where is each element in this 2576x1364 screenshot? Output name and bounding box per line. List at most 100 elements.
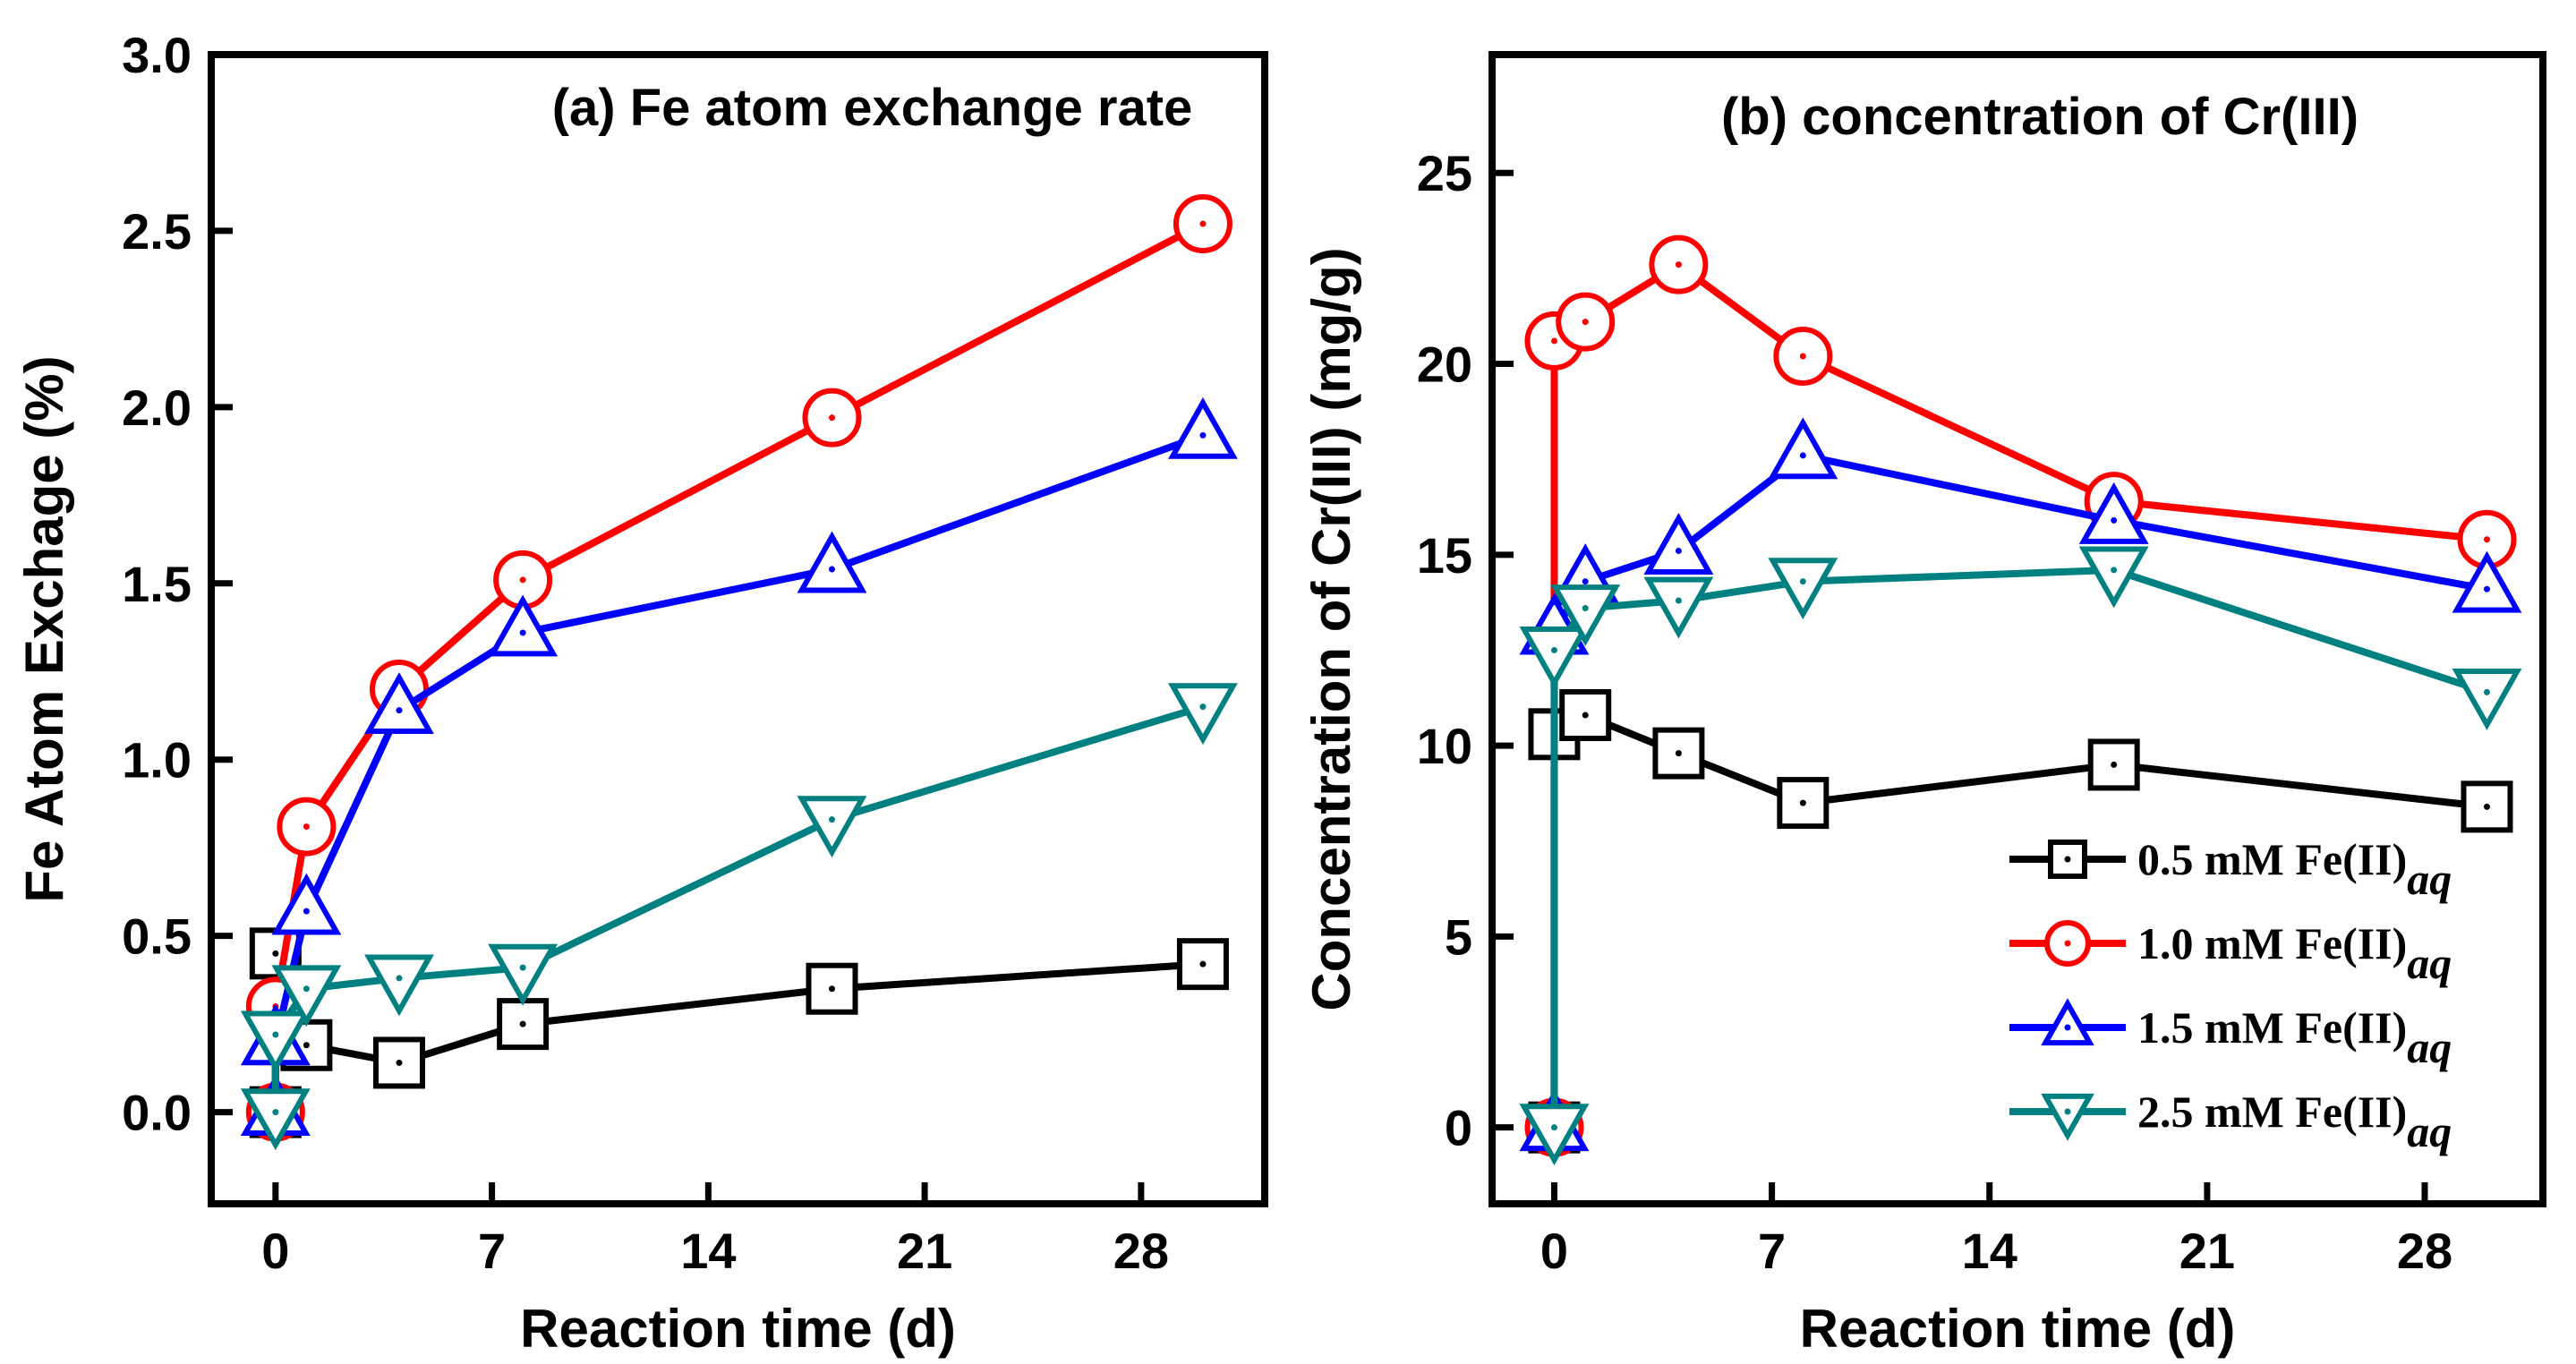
data-point-center-dot	[519, 629, 526, 636]
plot-frame	[1488, 51, 2546, 1207]
data-point-center-dot	[1550, 646, 1557, 653]
data-point-center-dot	[272, 1031, 279, 1038]
x-tick-label: 14	[1962, 1223, 2017, 1279]
data-point	[1519, 627, 1590, 688]
y-tick-label: 25	[1417, 145, 1472, 201]
data-point-center-dot	[1675, 261, 1682, 269]
y-axis-label: Fe Atom Exchage (%)	[14, 355, 74, 902]
x-tick-label: 28	[2397, 1223, 2452, 1279]
legend-label-subscript: aq	[2407, 1106, 2452, 1156]
data-point	[797, 796, 867, 858]
x-tick-label: 0	[261, 1223, 289, 1279]
data-point-center-dot	[828, 816, 835, 823]
y-tick-label: 5	[1445, 908, 1472, 965]
data-point-center-dot	[1582, 712, 1589, 719]
x-axis-label: Reaction time (d)	[1800, 1299, 2236, 1359]
data-point-center-dot	[519, 576, 526, 584]
legend-marker	[2041, 998, 2094, 1046]
data-point-center-dot	[1550, 1124, 1557, 1131]
legend-label-main: 2.5 mM Fe(II)	[2137, 1087, 2407, 1137]
legend: 0.5 mM Fe(II)aq1.0 mM Fe(II)aq1.5 mM Fe(…	[2009, 834, 2452, 1156]
data-point	[1519, 1104, 1590, 1166]
y-tick-label: 10	[1417, 718, 1472, 774]
data-point-center-dot	[2483, 688, 2490, 695]
legend-label-subscript: aq	[2407, 854, 2452, 904]
legend-marker-center-dot	[2064, 1024, 2071, 1031]
data-point	[1167, 683, 1238, 746]
data-point-center-dot	[828, 566, 835, 573]
data-point-center-dot	[1799, 799, 1806, 806]
data-point-center-dot	[396, 1059, 403, 1066]
series-3	[240, 396, 1238, 1136]
data-point-center-dot	[1799, 452, 1806, 459]
legend-label: 1.0 mM Fe(II)aq	[2137, 918, 2452, 988]
data-point	[1167, 396, 1238, 459]
data-point-center-dot	[1582, 578, 1589, 585]
data-point-center-dot	[2483, 536, 2490, 543]
y-tick-label: 0.0	[122, 1085, 192, 1141]
y-axis-label: Concentration of Cr(III) (mg/g)	[1301, 247, 1361, 1010]
y-tick-label: 2.5	[122, 203, 192, 260]
legend-label-main: 1.0 mM Fe(II)	[2137, 918, 2407, 968]
data-point-center-dot	[1799, 353, 1806, 360]
data-point-center-dot	[1199, 960, 1207, 968]
data-point-center-dot	[2111, 567, 2118, 574]
legend-label: 1.5 mM Fe(II)aq	[2137, 1002, 2452, 1072]
data-point	[2078, 482, 2149, 544]
data-point	[2452, 550, 2522, 613]
data-point-center-dot	[1199, 703, 1207, 711]
legend-marker	[2041, 1093, 2094, 1141]
data-point	[1768, 417, 1838, 480]
y-tick-label: 3.0	[122, 27, 192, 83]
data-point-center-dot	[1675, 597, 1682, 604]
x-axis-label: Reaction time (d)	[520, 1299, 956, 1359]
data-point	[488, 943, 559, 1006]
legend-label-main: 1.5 mM Fe(II)	[2137, 1002, 2407, 1053]
legend-label-subscript: aq	[2407, 938, 2452, 988]
data-point	[364, 672, 434, 734]
data-point-center-dot	[1199, 220, 1207, 227]
data-point-center-dot	[303, 823, 310, 831]
data-point	[2452, 668, 2522, 730]
panel-b: 0 7 14 21 28 0 5 10 15 20 25 Reaction time (d) Conce…	[1301, 51, 2546, 1359]
legend-marker-center-dot	[2064, 940, 2071, 947]
legend-label-main: 0.5 mM Fe(II)	[2137, 834, 2407, 884]
series-line	[271, 431, 1205, 1113]
x-tick-label: 7	[478, 1223, 506, 1279]
y-tick-label: 1.0	[122, 732, 192, 789]
data-point-center-dot	[1799, 578, 1806, 585]
y-tick-label: 0	[1445, 1100, 1472, 1156]
data-point-center-dot	[519, 964, 526, 971]
data-point-center-dot	[396, 975, 403, 982]
panel-title: (b) concentration of Cr(III)	[1721, 88, 2358, 146]
data-point	[271, 873, 342, 935]
data-point-center-dot	[1582, 319, 1589, 326]
data-point	[2078, 546, 2149, 609]
data-point	[1643, 513, 1714, 575]
x-tick-label: 14	[680, 1223, 736, 1279]
data-point-center-dot	[303, 908, 310, 915]
data-point-center-dot	[303, 985, 310, 993]
x-tick-label: 28	[1113, 1223, 1169, 1279]
data-point-center-dot	[396, 707, 403, 714]
legend-label: 2.5 mM Fe(II)aq	[2137, 1087, 2452, 1156]
data-point-center-dot	[303, 1042, 310, 1049]
x-tick-label: 0	[1540, 1223, 1568, 1279]
data-point	[271, 965, 342, 1027]
data-point-center-dot	[519, 1020, 526, 1027]
legend-marker-center-dot	[2064, 1108, 2071, 1115]
data-point-center-dot	[1675, 750, 1682, 757]
data-point-center-dot	[1675, 548, 1682, 555]
data-point	[1643, 576, 1714, 639]
y-tick-label: 1.5	[122, 556, 192, 612]
legend-label-subscript: aq	[2407, 1022, 2452, 1072]
data-point	[1777, 777, 1830, 830]
data-point-center-dot	[2483, 585, 2490, 592]
data-point-center-dot	[1199, 431, 1207, 439]
data-point	[1559, 688, 1612, 741]
data-point-center-dot	[2483, 803, 2490, 810]
plot-frame	[208, 51, 1268, 1207]
data-point-center-dot	[828, 985, 835, 993]
panel-title: (a) Fe atom exchange rate	[552, 79, 1193, 137]
